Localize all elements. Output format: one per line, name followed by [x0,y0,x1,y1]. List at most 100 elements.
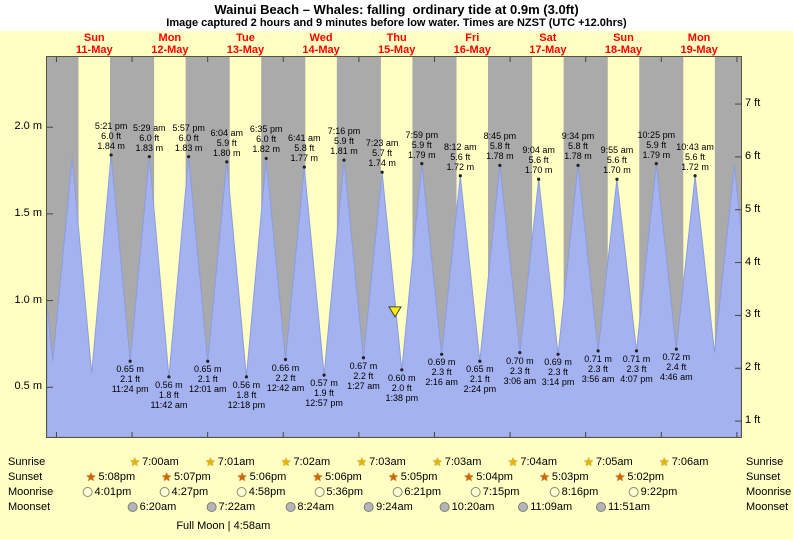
sunset-entry: ★ 5:04pm [464,471,513,484]
left-axis-label: 1.5 m [14,206,42,219]
moonrise-time: 8:16pm [561,486,599,498]
moonrise-moon-icon [392,487,403,497]
moonrise-moon-icon [314,487,325,497]
sunrise-entry: ★ 7:04am [507,454,557,469]
moonrise-moon-icon [470,487,481,497]
tide-vertex-dot [458,174,462,178]
tide-vertex-dot [361,356,366,360]
sunrise-entry: ★ 7:03am [356,456,406,469]
sunrise-star-icon: ★ [507,454,519,469]
moonrise-entry: 9:22pm [628,486,677,498]
tide-vertex-dot [322,373,326,377]
page-subtitle: Image captured 2 hours and 9 minutes bef… [166,17,627,29]
moonrise-entry: 8:16pm [549,486,599,498]
right-axis-label: 2 ft [745,361,761,374]
tide-vertex-dot [478,359,482,363]
sunset-star-icon: ★ [161,469,173,484]
sunset-time: 5:08pm [98,471,136,483]
tide-vertex-dot [615,177,619,181]
sunset-star-icon: ★ [236,469,248,484]
page-title: Wainui Beach – Whales: falling ordinary … [214,2,579,17]
moonrise-entry: 7:15pm [470,486,520,498]
moonrise-moon-icon [82,487,93,497]
tide-vertex-dot [556,352,560,356]
day-label: Sun 11-May [75,32,113,56]
moonrise-time: 5:36pm [326,486,364,498]
sunset-star-icon: ★ [614,469,626,484]
moonset-time: 6:20am [139,501,177,513]
moonset-time: 8:24am [297,501,335,513]
sunset-star-icon: ★ [312,469,324,484]
sunset-time: 5:03pm [551,471,589,483]
sunrise-time: 7:05am [596,456,633,468]
right-axis-label: 6 ft [745,149,761,162]
sunset-time: 5:06pm [249,471,287,483]
moonrise-entry: 6:21pm [392,486,441,498]
tide-vertex-dot [400,368,404,372]
tide-vertex-dot [225,160,229,164]
tide-vertex-dot [537,177,541,181]
tide-vertex-dot [147,155,151,159]
sunrise-star-icon: ★ [658,454,670,469]
tide-vertex-dot [654,162,658,166]
day-label: Sat 17-May [529,32,567,56]
sunset-entry: ★ 5:07pm [161,469,210,484]
sunset-time: 5:02pm [627,471,665,483]
moonrise-time: 4:01pm [94,486,132,498]
moonset-entry: 8:24am [285,501,334,513]
sunrise-entry: ★ 7:05am [583,456,633,469]
tide-vertex-dot [674,347,678,351]
sunrise-star-icon: ★ [129,454,141,469]
moonrise-label-right: Moonrise [746,486,792,498]
moonset-time: 10:20am [451,501,495,513]
tide-vertex-dot [206,359,210,363]
moonset-time: 11:51am [608,501,651,513]
moonset-moon-icon [596,502,607,512]
moonset-time: 9:24am [376,501,413,513]
moonrise-entry: 4:58pm [236,486,285,498]
tide-vertex-dot [420,162,424,166]
tide-vertex-dot [128,359,132,363]
sunrise-entry: ★ 7:00am [129,454,178,469]
sunrise-entry: ★ 7:03am [432,456,482,469]
sunset-entry: ★ 5:08pm [86,471,136,484]
title-strip: Wainui Beach – Whales: falling ordinary … [0,0,793,31]
moonrise-time: 4:27pm [171,486,209,498]
sunset-entry: ★ 5:03pm [539,471,589,484]
moonrise-moon-icon [236,487,247,497]
sunset-label-left: Sunset [8,471,43,483]
moonrise-time: 7:15pm [482,486,520,498]
sunset-entry: ★ 5:05pm [388,471,437,484]
tide-vertex-dot [693,174,697,178]
tide-vertex-dot [518,350,522,355]
sunrise-label-right: Sunrise [746,456,784,468]
moonset-entry: 10:20am [439,501,495,513]
tide-chart-svg [47,57,741,437]
moonset-label-right: Moonset [746,501,789,513]
tide-chart: 5:21 pm 6.0 ft 1.84 m 0.65 m 2.1 ft 11:24 pm 5… [46,56,742,438]
tide-vertex-dot [187,155,191,159]
right-axis-label: 7 ft [745,97,761,110]
tide-vertex-dot [264,156,268,161]
sunrise-star-icon: ★ [280,454,292,469]
sunrise-time: 7:02am [293,456,331,468]
tide-vertex-dot [109,153,113,157]
moonset-moon-icon [518,502,529,512]
tide-vertex-dot [596,349,600,353]
moonrise-entry: 5:36pm [314,486,363,498]
moonset-entry: 6:20am [127,501,177,513]
day-label: Fri 16-May [453,32,491,56]
sunrise-time: 7:03am [444,456,482,468]
moonrise-moon-icon [549,487,560,497]
sunrise-time: 7:01am [217,456,255,468]
sunrise-time: 7:03am [369,456,406,468]
moonset-moon-icon [364,502,375,512]
left-axis-label: 2.0 m [14,120,42,133]
moonset-entry: 9:24am [364,501,413,513]
moonrise-entry: 4:27pm [159,486,209,498]
tide-vertex-dot [634,349,639,353]
tide-vertex-dot [380,170,384,174]
tide-vertex-dot [498,163,502,167]
sunset-time: 5:06pm [325,471,362,483]
